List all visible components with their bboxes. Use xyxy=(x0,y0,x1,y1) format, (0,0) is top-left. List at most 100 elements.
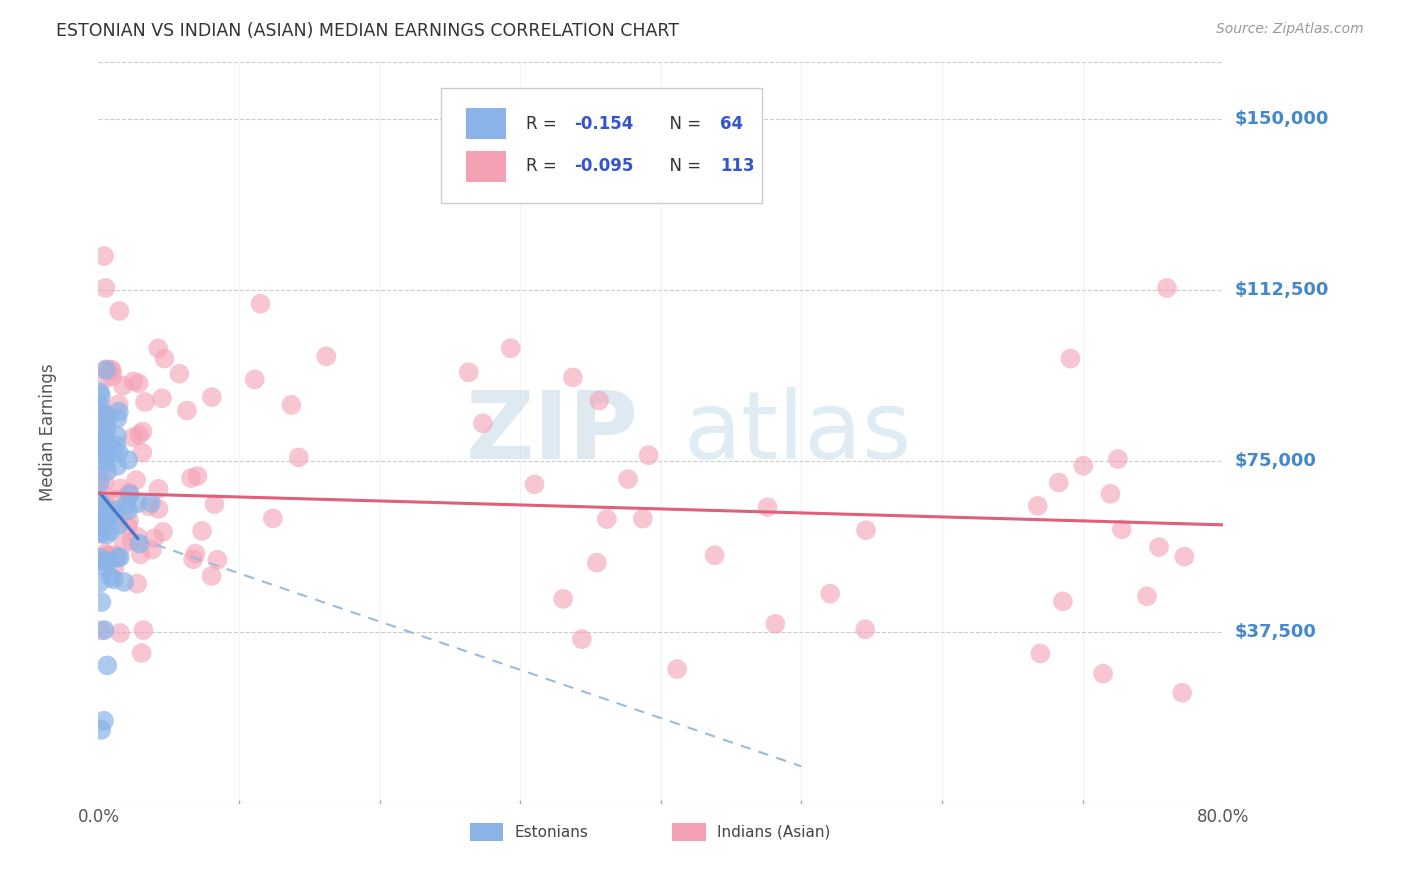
Point xyxy=(191,524,214,538)
Point xyxy=(1026,499,1049,513)
Point xyxy=(89,438,111,452)
Point xyxy=(93,623,115,637)
Point xyxy=(97,409,120,423)
Point xyxy=(90,436,112,450)
Text: 113: 113 xyxy=(720,157,755,175)
Point xyxy=(262,511,284,525)
Point xyxy=(96,549,118,563)
Text: ZIP: ZIP xyxy=(465,386,638,479)
Point xyxy=(90,389,112,403)
Point xyxy=(90,723,112,737)
Point xyxy=(756,500,779,515)
Point xyxy=(94,431,117,445)
Point xyxy=(551,591,574,606)
Point xyxy=(184,547,207,561)
Point xyxy=(94,489,117,503)
Point xyxy=(855,523,877,537)
Point xyxy=(118,487,141,501)
Text: atlas: atlas xyxy=(683,386,911,479)
Text: ESTONIAN VS INDIAN (ASIAN) MEDIAN EARNINGS CORRELATION CHART: ESTONIAN VS INDIAN (ASIAN) MEDIAN EARNIN… xyxy=(56,22,679,40)
Point xyxy=(107,508,129,523)
Point xyxy=(280,398,302,412)
Point xyxy=(143,531,166,545)
Point xyxy=(139,496,162,510)
Point xyxy=(125,473,148,487)
Point xyxy=(117,453,139,467)
Point xyxy=(90,595,112,609)
Text: R =: R = xyxy=(526,157,562,175)
Point xyxy=(131,425,153,439)
Point xyxy=(96,464,118,478)
Point xyxy=(89,525,111,540)
Point xyxy=(103,562,125,576)
Point xyxy=(93,508,115,523)
Text: 64: 64 xyxy=(720,115,744,133)
Point xyxy=(127,576,149,591)
Point xyxy=(112,538,135,552)
Point xyxy=(89,385,111,400)
Point xyxy=(128,536,150,550)
Bar xyxy=(467,108,506,139)
Point xyxy=(637,448,659,462)
Point xyxy=(617,472,640,486)
Point xyxy=(1156,281,1178,295)
Point xyxy=(89,550,111,565)
Text: Estonians: Estonians xyxy=(515,825,589,840)
Text: N =: N = xyxy=(658,157,706,175)
Point xyxy=(90,511,112,525)
Point xyxy=(100,362,122,376)
Point xyxy=(89,575,111,590)
Point xyxy=(471,417,494,431)
Point xyxy=(1107,452,1129,467)
Point xyxy=(94,446,117,460)
Point xyxy=(94,546,117,560)
Point xyxy=(287,450,309,465)
Point xyxy=(585,556,607,570)
Point xyxy=(1052,594,1074,608)
Bar xyxy=(470,822,503,841)
Point xyxy=(120,533,142,548)
Point xyxy=(118,514,141,528)
Point xyxy=(101,369,124,384)
Point xyxy=(1073,458,1095,473)
Point xyxy=(107,397,129,411)
Text: R =: R = xyxy=(526,115,562,133)
Point xyxy=(1173,549,1195,564)
Point xyxy=(186,469,208,483)
Point xyxy=(117,503,139,517)
Point xyxy=(134,395,156,409)
Point xyxy=(131,646,153,660)
Text: $37,500: $37,500 xyxy=(1234,623,1316,641)
Point xyxy=(1059,351,1081,366)
Point xyxy=(117,519,139,533)
Point xyxy=(148,502,170,516)
Point xyxy=(93,475,115,489)
Point xyxy=(315,349,337,363)
Point xyxy=(94,281,117,295)
Point xyxy=(631,511,654,525)
Point xyxy=(127,496,149,510)
Point xyxy=(122,430,145,444)
Point xyxy=(1092,666,1115,681)
Point xyxy=(115,498,138,512)
Point xyxy=(90,526,112,541)
Point xyxy=(89,440,111,454)
Point xyxy=(141,542,163,557)
Point xyxy=(93,372,115,386)
Point xyxy=(571,632,593,646)
Point xyxy=(90,405,112,419)
Point xyxy=(91,510,114,524)
Point xyxy=(249,297,271,311)
Point xyxy=(128,427,150,442)
Text: $75,000: $75,000 xyxy=(1234,452,1316,470)
Point xyxy=(90,496,112,510)
Point xyxy=(138,500,160,514)
Text: $112,500: $112,500 xyxy=(1234,281,1329,299)
Point xyxy=(127,530,149,544)
Point xyxy=(129,547,152,561)
Point xyxy=(105,428,128,442)
Text: Source: ZipAtlas.com: Source: ZipAtlas.com xyxy=(1216,22,1364,37)
Point xyxy=(703,549,725,563)
Point xyxy=(94,559,117,574)
Point xyxy=(97,503,120,517)
